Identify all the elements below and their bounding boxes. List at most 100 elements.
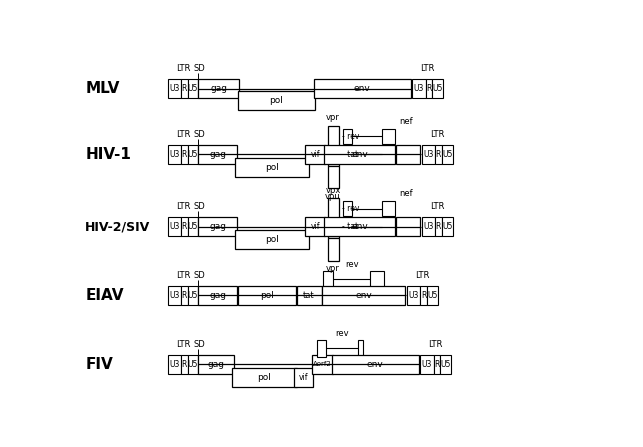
Text: LTR: LTR [176,130,190,139]
Text: U5: U5 [442,150,452,159]
Text: U3: U3 [422,360,432,369]
Text: U5: U5 [442,222,452,231]
Text: - tat: - tat [343,222,359,231]
Bar [188,217,199,236]
Bar [433,355,440,374]
Bar [343,201,352,216]
Text: R: R [426,84,431,93]
Bar [324,217,395,236]
Bar [332,355,419,374]
Bar [383,220,395,233]
Bar [188,80,199,98]
Bar [343,220,352,233]
Text: gag: gag [210,291,226,300]
Text: SD: SD [194,340,205,349]
Bar [383,201,395,216]
Bar [412,80,426,98]
Bar [427,286,438,305]
Bar [327,166,338,188]
Text: U3: U3 [169,360,179,369]
Bar [199,217,237,236]
Bar [296,286,322,305]
Bar [442,217,453,236]
Text: U3: U3 [414,84,424,93]
Text: env: env [351,150,368,159]
Bar [432,80,443,98]
Bar [181,217,188,236]
Text: gag: gag [210,222,226,231]
Bar [343,148,352,161]
Bar [181,80,188,98]
Bar [396,145,421,164]
Text: U3: U3 [423,150,433,159]
Text: EIAV: EIAV [86,288,124,303]
Text: U5: U5 [188,291,198,300]
Text: - tat: - tat [343,150,359,159]
Bar [370,271,385,288]
Text: Δorf2: Δorf2 [312,361,331,367]
Bar [199,286,237,305]
Text: env: env [367,360,383,369]
Text: vpx: vpx [325,186,341,195]
Text: env: env [354,84,370,93]
Text: vpu: vpu [325,192,341,201]
Bar [421,355,433,374]
Bar [322,286,405,305]
Text: HIV-1: HIV-1 [86,147,131,162]
Text: U5: U5 [188,222,198,231]
Bar [238,91,315,110]
Bar [188,145,199,164]
Text: R: R [421,291,426,300]
Text: - rev: - rev [343,132,360,141]
Bar [343,129,352,144]
Text: SD: SD [194,202,205,211]
Text: LTR: LTR [430,130,444,139]
Text: - rev: - rev [343,204,360,213]
Text: SD: SD [194,271,205,280]
Bar [168,145,181,164]
Text: gag: gag [210,150,226,159]
Bar [312,355,332,374]
Text: R: R [181,84,187,93]
Text: rev: rev [335,329,349,338]
Text: R: R [181,150,187,159]
Bar [181,355,188,374]
Text: pol: pol [265,236,278,245]
Bar [199,145,237,164]
Bar [327,198,338,238]
Text: R: R [434,360,440,369]
Text: pol: pol [257,373,271,382]
Bar [435,145,442,164]
Bar [305,217,325,236]
Bar [440,355,451,374]
Bar [239,286,296,305]
Text: U3: U3 [169,150,179,159]
Text: rev: rev [345,260,359,269]
Bar [199,80,239,98]
Text: U5: U5 [427,291,437,300]
Text: U5: U5 [433,84,443,93]
Bar [442,145,453,164]
Bar [294,368,313,387]
Text: vpr: vpr [326,264,340,273]
Text: vif: vif [311,150,320,159]
Bar [383,148,395,161]
Text: R: R [436,222,441,231]
Text: pol: pol [265,163,278,172]
Text: vif: vif [311,222,320,231]
Text: U5: U5 [188,84,198,93]
Text: MLV: MLV [86,81,120,97]
Bar [383,129,395,144]
Text: nef: nef [399,189,412,198]
Text: U3: U3 [423,222,433,231]
Bar [188,286,199,305]
Bar [168,217,181,236]
Text: SD: SD [194,130,205,139]
Bar [422,145,435,164]
Bar [323,271,333,288]
Text: pol: pol [260,291,274,300]
Text: pol: pol [269,96,284,105]
Text: LTR: LTR [176,340,190,349]
Bar [358,340,363,357]
Text: vpr: vpr [326,114,340,122]
